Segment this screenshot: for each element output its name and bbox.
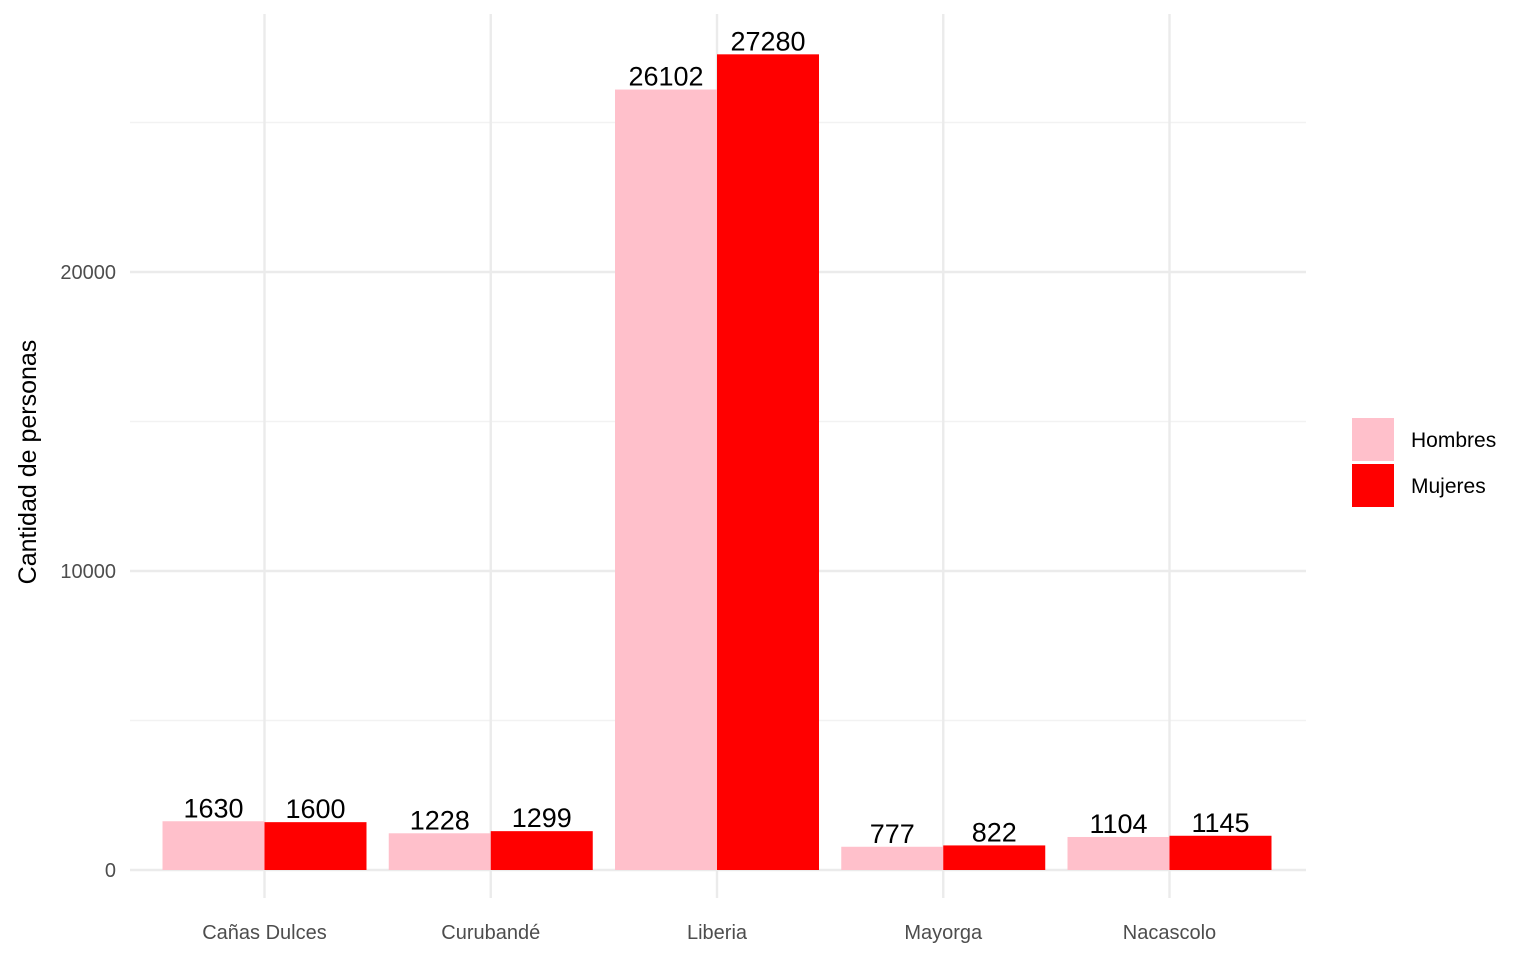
bar-mujeres — [490, 831, 593, 870]
legend: Hombres Mujeres — [1352, 418, 1496, 507]
x-tick-label: Curubandé — [441, 922, 540, 944]
axes: 0 10000 20000 Cañas Dulces Curubandé Liberia M… — [60, 262, 1216, 944]
x-tick-label: Liberia — [687, 922, 748, 944]
bar-mujeres — [1169, 835, 1272, 870]
x-tick-label: Cañas Dulces — [202, 922, 327, 944]
data-label: 1299 — [512, 803, 572, 833]
data-label: 1104 — [1089, 809, 1147, 839]
legend-swatch-hombres — [1352, 418, 1394, 461]
x-tick-label: Mayorga — [904, 922, 983, 944]
bar-mujeres — [943, 845, 1046, 870]
data-labels: 1630 1228 26102 777 1104 1600 1299 27280 822 1145 — [183, 26, 1249, 848]
legend-label: Hombres — [1411, 429, 1496, 452]
bar-mujeres — [264, 822, 367, 870]
data-label: 777 — [870, 819, 915, 849]
bar-hombres — [1067, 836, 1170, 870]
legend-swatch-mujeres — [1352, 464, 1394, 507]
data-label: 27280 — [730, 26, 805, 56]
y-tick-label: 20000 — [60, 262, 116, 284]
data-label: 822 — [972, 817, 1017, 847]
bar-hombres — [841, 846, 944, 870]
bar-hombres — [162, 821, 265, 870]
bars — [162, 54, 1272, 871]
bar-mujeres — [717, 54, 819, 870]
data-label: 26102 — [628, 62, 703, 92]
data-label: 1228 — [410, 805, 470, 835]
data-label: 1630 — [183, 793, 243, 823]
x-tick-label: Nacascolo — [1123, 922, 1216, 944]
y-tick-label: 0 — [105, 860, 116, 882]
data-label: 1600 — [285, 794, 345, 824]
y-axis-title: Cantidad de personas — [14, 340, 42, 585]
bar-hombres — [615, 89, 717, 871]
bar-hombres — [388, 833, 491, 870]
legend-label: Mujeres — [1411, 475, 1486, 498]
y-tick-label: 10000 — [60, 561, 116, 583]
data-label: 1145 — [1191, 808, 1249, 838]
